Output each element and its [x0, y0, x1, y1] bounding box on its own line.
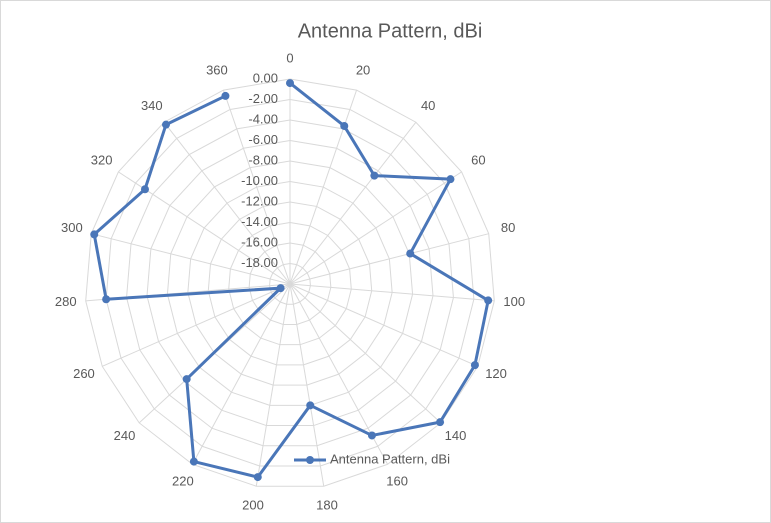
spoke	[289, 283, 442, 424]
category-label: 280	[55, 294, 77, 309]
data-point	[370, 171, 379, 180]
r-tick-label: -2.00	[248, 91, 278, 106]
category-label: 200	[242, 497, 264, 512]
data-point	[446, 175, 455, 184]
data-point	[276, 284, 285, 293]
r-tick-label: -16.00	[241, 234, 278, 249]
data-point	[221, 91, 230, 100]
data-point	[340, 121, 349, 130]
legend-marker	[306, 456, 314, 464]
grid-ring	[166, 160, 414, 406]
spoke	[289, 283, 495, 302]
chart-title: Antenna Pattern, dBi	[298, 20, 483, 42]
data-point	[470, 361, 479, 370]
category-label: 120	[485, 366, 507, 381]
spoke	[289, 283, 325, 487]
category-label: 320	[91, 152, 113, 167]
data-point	[484, 296, 493, 305]
category-label: 240	[114, 428, 136, 443]
category-label: 0	[286, 50, 293, 65]
spoke	[222, 89, 291, 285]
data-point	[189, 457, 198, 466]
grid-ring	[126, 119, 454, 447]
category-label: 140	[445, 428, 467, 443]
data-point	[306, 401, 315, 410]
category-label: 80	[501, 220, 515, 235]
r-tick-label: -18.00	[241, 255, 278, 270]
data-point	[286, 79, 294, 88]
spoke	[191, 283, 291, 465]
category-label: 100	[503, 294, 525, 309]
category-label: 340	[141, 98, 163, 113]
category-label: 160	[386, 473, 408, 488]
r-tick-label: -4.00	[248, 111, 278, 126]
category-label: 360	[206, 63, 228, 78]
category-label: 260	[73, 366, 95, 381]
spoke	[289, 233, 489, 285]
category-label: 60	[471, 152, 485, 167]
category-label: 300	[61, 220, 83, 235]
grid-ring	[207, 201, 373, 366]
legend-label: Antenna Pattern, dBi	[330, 451, 450, 466]
grid-ring	[248, 242, 332, 325]
r-tick-label: -10.00	[241, 173, 278, 188]
spoke	[289, 283, 478, 367]
category-label: 220	[172, 473, 194, 488]
grid-ring	[187, 180, 393, 386]
r-tick-label: -6.00	[248, 132, 278, 147]
spoke	[102, 283, 291, 367]
legend: Antenna Pattern, dBi	[294, 451, 450, 466]
data-point	[140, 185, 149, 194]
r-tick-label: -8.00	[248, 152, 278, 167]
spoke	[163, 121, 291, 285]
spoke	[289, 171, 462, 285]
grid-ring	[228, 221, 352, 346]
data-point	[90, 230, 99, 239]
grid-ring	[146, 139, 434, 427]
data-point	[367, 431, 376, 440]
grid-ring	[85, 78, 495, 487]
r-tick-label: 0.00	[253, 70, 278, 85]
data-point	[406, 249, 415, 258]
grid-ring	[105, 98, 475, 467]
category-label: 40	[421, 98, 435, 113]
r-tick-label: -12.00	[241, 193, 278, 208]
spoke	[91, 233, 291, 285]
data-point	[161, 120, 170, 129]
spoke	[289, 121, 417, 285]
data-point	[253, 473, 262, 482]
data-point	[182, 375, 191, 384]
spoke	[255, 283, 291, 487]
category-label: 180	[316, 497, 338, 512]
r-tick-label: -14.00	[241, 214, 278, 229]
data-point	[436, 418, 445, 427]
category-label: 20	[356, 63, 370, 78]
data-point	[102, 295, 111, 304]
grid-ring	[269, 262, 311, 305]
